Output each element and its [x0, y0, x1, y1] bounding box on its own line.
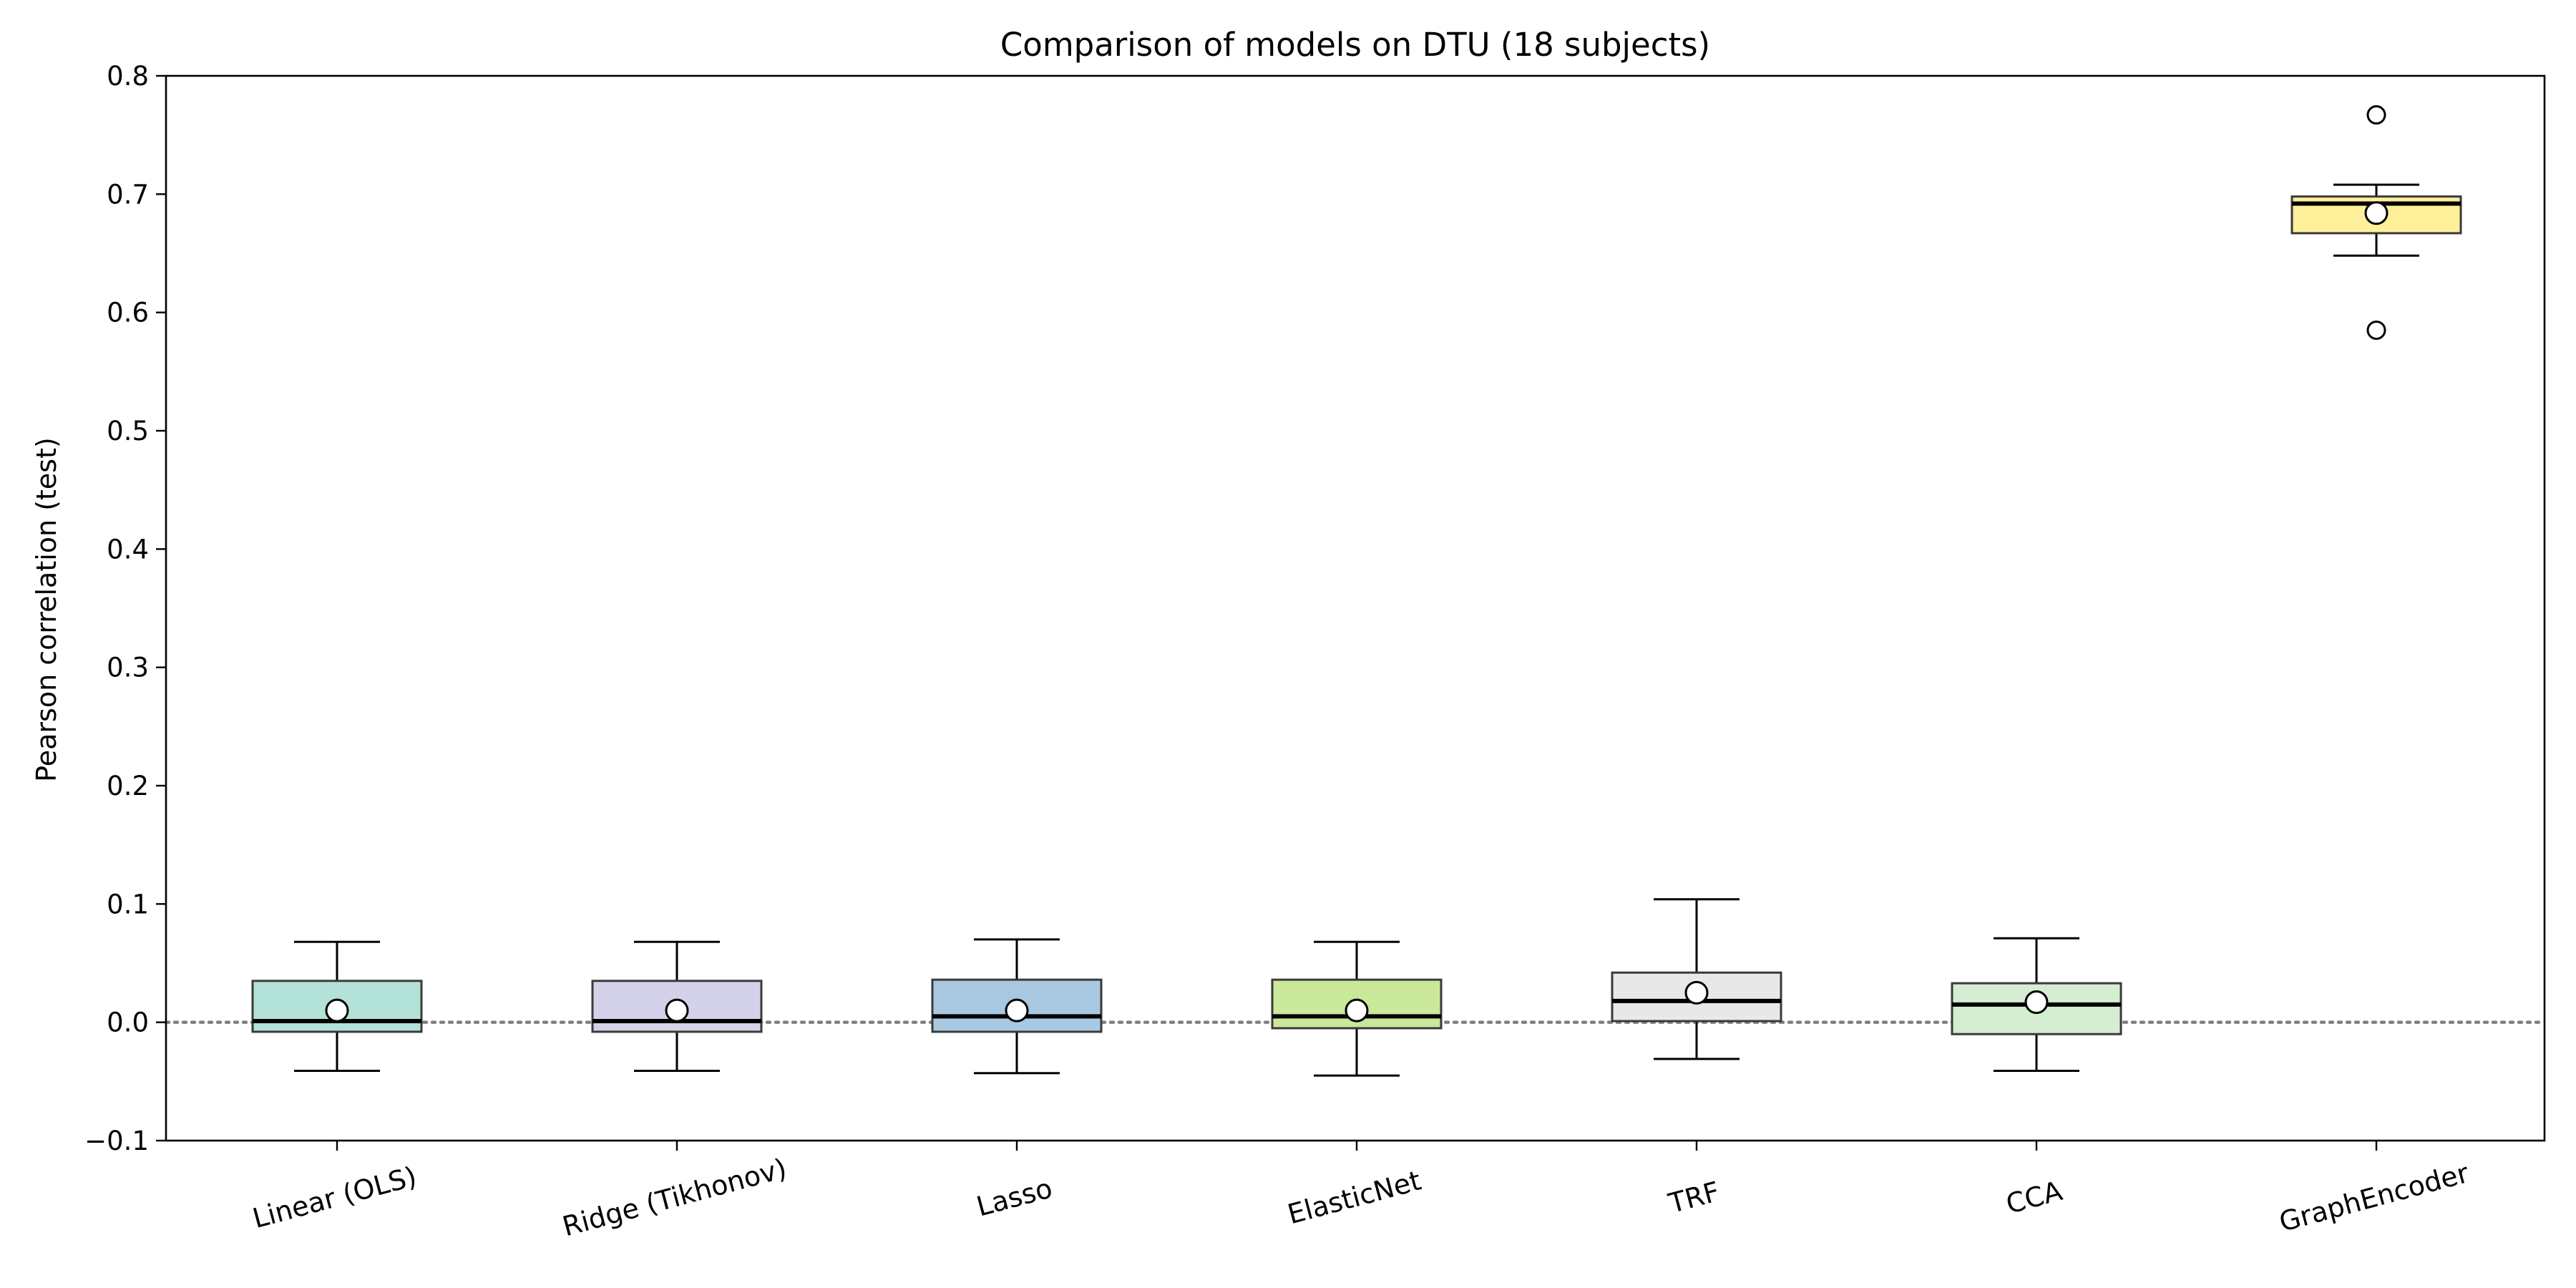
y-axis-label: Pearson correlation (test)	[31, 437, 62, 782]
plot-area	[164, 105, 2547, 1077]
x-tick-label: GraphEncoder	[2276, 1157, 2472, 1238]
x-tick-label: Lasso	[973, 1172, 1055, 1222]
mean-marker	[2024, 990, 2049, 1015]
outlier-point	[2366, 320, 2386, 340]
x-tick-label: Linear (OLS)	[249, 1161, 419, 1234]
y-tick-label: 0.0	[107, 1008, 149, 1038]
box-7	[2290, 105, 2462, 340]
box-3	[931, 938, 1103, 1075]
box-1	[251, 940, 423, 1072]
mean-marker	[1684, 980, 1709, 1005]
x-tick-label: ElasticNet	[1284, 1165, 1425, 1231]
mean-marker	[325, 998, 349, 1023]
mean-marker	[1345, 998, 1369, 1023]
y-tick-label: −0.1	[84, 1126, 149, 1156]
x-tick-label: Ridge (Tikhonov)	[559, 1153, 789, 1243]
y-tick-label: 0.6	[107, 298, 149, 328]
x-tick-label: TRF	[1664, 1176, 1722, 1219]
box-2	[591, 940, 763, 1072]
y-tick-label: 0.1	[107, 889, 149, 919]
outlier-point	[2366, 105, 2386, 125]
x-tick-label: CCA	[2003, 1175, 2066, 1220]
y-tick-label: 0.4	[107, 534, 149, 565]
box-6	[1951, 937, 2122, 1072]
mean-marker	[665, 998, 689, 1023]
y-tick-label: 0.5	[107, 416, 149, 447]
y-tick-label: 0.3	[107, 653, 149, 683]
mean-marker	[2364, 201, 2389, 225]
plot-frame	[165, 74, 2546, 1142]
box-4	[1271, 940, 1443, 1077]
y-tick-label: 0.7	[107, 179, 149, 210]
y-tick-label: 0.2	[107, 771, 149, 801]
y-tick-label: 0.8	[107, 61, 149, 92]
chart-title: Comparison of models on DTU (18 subjects…	[1000, 26, 1710, 64]
mean-marker	[1005, 998, 1029, 1023]
box-5	[1611, 898, 1782, 1060]
